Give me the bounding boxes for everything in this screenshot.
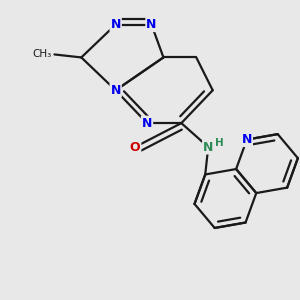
Text: N: N <box>146 18 157 31</box>
Text: CH₃: CH₃ <box>33 50 52 59</box>
Text: N: N <box>203 140 213 154</box>
Text: N: N <box>142 117 152 130</box>
Text: H: H <box>215 138 224 148</box>
Text: N: N <box>110 18 121 31</box>
Text: N: N <box>242 133 252 146</box>
Text: O: O <box>130 140 140 154</box>
Text: N: N <box>110 84 121 97</box>
